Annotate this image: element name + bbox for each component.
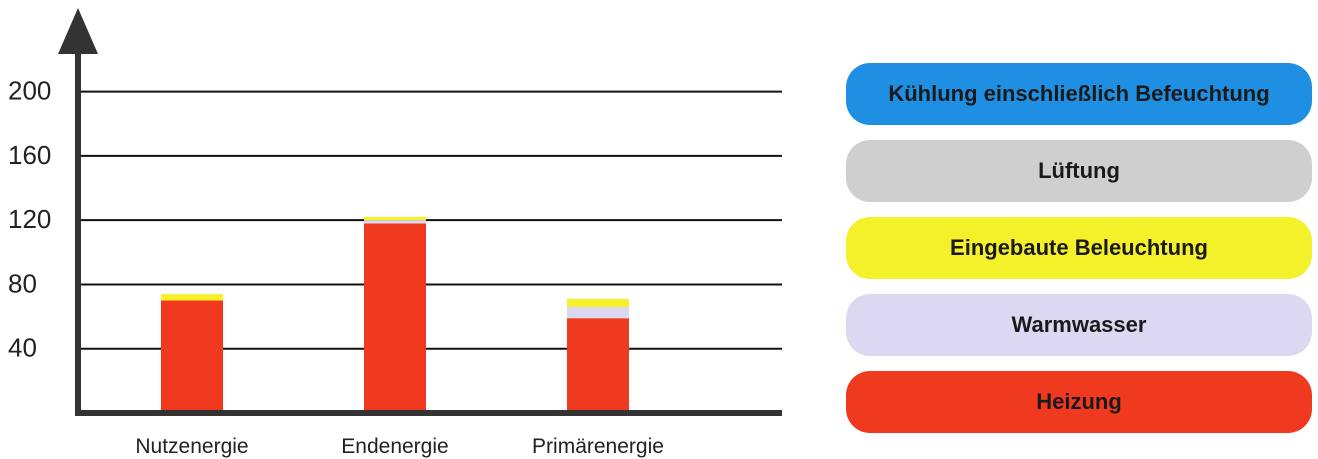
legend-item-kuehlung: Kühlung einschließlich Befeuchtung bbox=[846, 63, 1312, 125]
legend-item-warmwasser: Warmwasser bbox=[846, 294, 1312, 356]
chart: 40 80 120 160 200 Nutzenergie Endenergie Primär… bbox=[8, 8, 782, 458]
y-tick-label: 40 bbox=[8, 333, 37, 363]
y-tick-label: 160 bbox=[8, 140, 51, 170]
bar-segment bbox=[567, 318, 629, 413]
x-tick-label: Primärenergie bbox=[532, 435, 664, 458]
legend: Kühlung einschließlich Befeuchtung Lüftu… bbox=[846, 63, 1312, 448]
bar-segment bbox=[567, 306, 629, 319]
x-tick-label: Nutzenergie bbox=[135, 435, 248, 458]
y-tick-label: 120 bbox=[8, 204, 51, 234]
y-tick-label: 80 bbox=[8, 268, 37, 298]
x-tick-label: Endenergie bbox=[341, 435, 448, 458]
bar-segment bbox=[364, 223, 426, 413]
legend-item-beleuchtung: Eingebaute Beleuchtung bbox=[846, 217, 1312, 279]
y-axis-arrow bbox=[58, 8, 98, 54]
legend-item-heizung: Heizung bbox=[846, 371, 1312, 433]
legend-item-lueftung: Lüftung bbox=[846, 140, 1312, 202]
bar-segment bbox=[161, 300, 223, 413]
bar-segment bbox=[364, 216, 426, 221]
y-tick-label: 200 bbox=[8, 76, 51, 106]
bar-segment bbox=[567, 298, 629, 307]
bar-segment bbox=[161, 294, 223, 301]
bar-segment bbox=[364, 220, 426, 224]
